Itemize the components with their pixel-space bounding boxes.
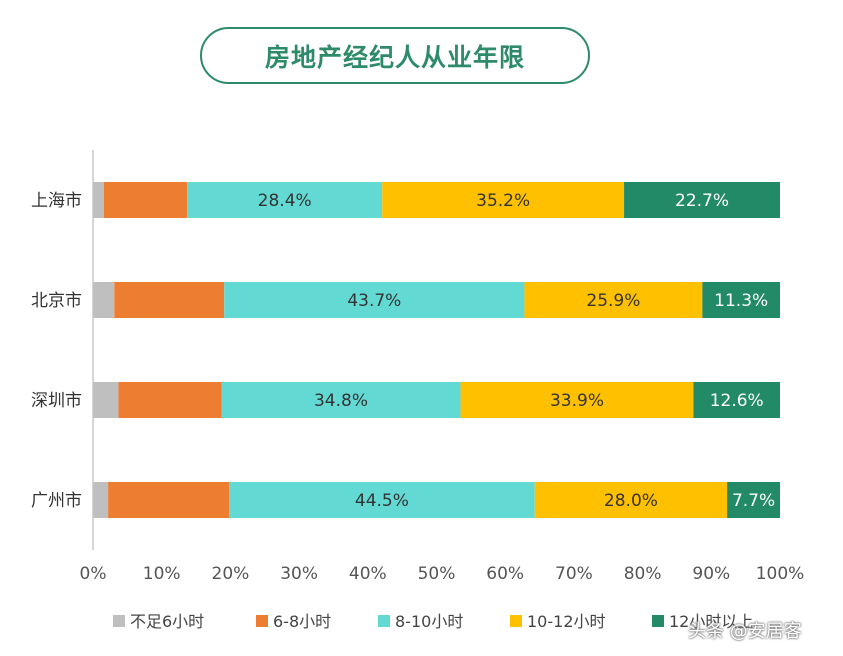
category-label: 北京市 [31,291,82,311]
data-label: 25.9% [586,291,640,311]
bar-segment [229,482,535,518]
data-label: 35.2% [476,191,530,211]
legend: 不足6小时 6-8小时 8-10小时 10-12小时 12小时以上 [113,612,753,631]
data-label: 11.3% [714,291,768,311]
bar-segment [93,282,115,318]
legend-label: 6-8小时 [273,612,331,631]
x-tick-label: 10% [143,564,181,584]
bar-segment [187,182,383,218]
legend-swatch [652,615,664,627]
bar-segment [702,282,780,318]
bar-segment [624,182,780,218]
bar-segment [727,482,780,518]
bar-segment [382,182,625,218]
x-tick-label: 0% [80,564,107,584]
legend-label: 8-10小时 [395,612,463,631]
data-label: 28.4% [258,191,312,211]
x-tick-label: 30% [280,564,318,584]
bar-segment [108,482,230,518]
legend-swatch [113,615,125,627]
bar-segment [93,382,119,418]
legend-label: 10-12小时 [527,612,606,631]
legend-swatch [378,615,390,627]
data-label: 7.7% [732,491,775,511]
x-tick-label: 60% [486,564,524,584]
data-label: 28.0% [604,491,658,511]
bar-segment [693,382,780,418]
x-tick-label: 90% [692,564,730,584]
bars-group: 28.4% 35.2% 22.7% 43.7% 25.9% 11.3% 34.8% 33.9%… [93,182,780,518]
bar-segment [221,382,461,418]
bar-segment [114,282,225,318]
x-tick-label: 70% [555,564,593,584]
x-tick-label: 50% [418,564,456,584]
bar-segment [103,182,188,218]
data-label: 34.8% [314,391,368,411]
data-label: 22.7% [675,191,729,211]
x-tick-labels: 0% 10% 20% 30% 40% 50% 60% 70% 80% 90% 100% [80,564,805,584]
bar-segment [224,282,525,318]
category-label: 深圳市 [31,391,82,411]
bar-segment [524,282,703,318]
x-tick-label: 40% [349,564,387,584]
legend-swatch [256,615,268,627]
x-tick-label: 80% [624,564,662,584]
x-tick-label: 100% [756,564,805,584]
bar-segment [534,482,728,518]
data-label: 12.6% [710,391,764,411]
legend-label: 不足6小时 [130,612,204,631]
legend-swatch [510,615,522,627]
chart-title: 房地产经纪人从业年限 [200,27,590,84]
x-tick-label: 20% [212,564,250,584]
data-label: 43.7% [347,291,401,311]
data-label: 44.5% [355,491,409,511]
category-label: 上海市 [31,191,82,211]
legend-label: 12小时以上 [669,612,753,631]
category-label: 广州市 [31,491,82,511]
bar-segment [93,182,104,218]
bar-segment [93,482,109,518]
bar-segment [460,382,694,418]
data-label: 33.9% [550,391,604,411]
bar-segment [118,382,222,418]
watermark: 头条 @安居客 [688,621,802,642]
